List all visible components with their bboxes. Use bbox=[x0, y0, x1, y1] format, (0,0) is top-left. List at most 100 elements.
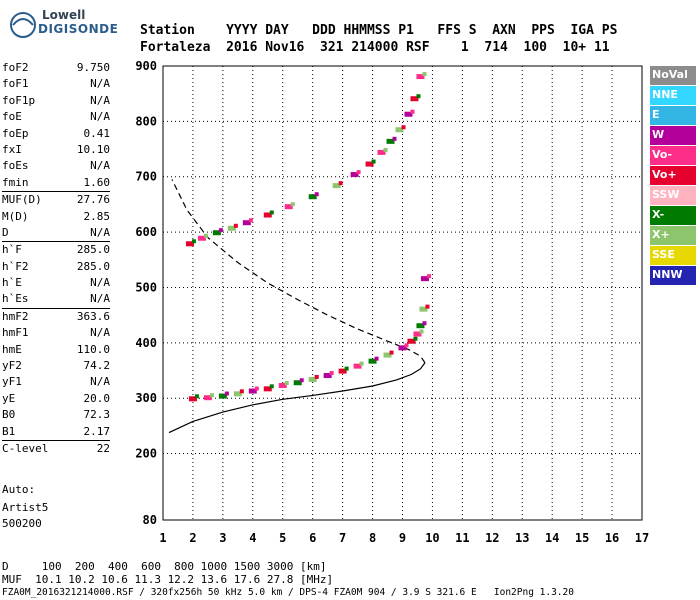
x-tick-label: 3 bbox=[219, 531, 226, 545]
param-value: 2.17 bbox=[83, 424, 111, 438]
trace-point bbox=[410, 96, 419, 102]
param-value: N/A bbox=[90, 292, 110, 306]
param-row: MUF(D) 27.76 bbox=[2, 191, 110, 208]
auto-line2: Artist5 bbox=[2, 501, 49, 514]
param-name: hmF2 bbox=[2, 309, 29, 323]
param-row: h`F 285.0 bbox=[2, 241, 110, 258]
trace-point bbox=[419, 306, 428, 312]
y-tick-label: 600 bbox=[135, 225, 157, 239]
trace-point bbox=[233, 223, 238, 228]
trace-point bbox=[239, 389, 244, 394]
legend-item: NNW bbox=[650, 266, 696, 285]
trace-point bbox=[332, 183, 341, 189]
trace-point bbox=[383, 147, 388, 152]
trace-point bbox=[329, 371, 334, 376]
trace-point bbox=[383, 352, 392, 358]
trace-point bbox=[365, 161, 374, 167]
trace-point bbox=[353, 363, 362, 369]
param-row: B1 2.17 bbox=[2, 424, 110, 440]
trace-point bbox=[194, 394, 199, 399]
param-row: C-level 22 bbox=[2, 439, 110, 457]
trace-point bbox=[218, 393, 227, 399]
logo-line1: Lowell bbox=[42, 8, 86, 22]
param-name: hmF1 bbox=[2, 326, 29, 340]
y-tick-label: 700 bbox=[135, 170, 157, 184]
trace-point bbox=[404, 343, 409, 348]
x-tick-label: 13 bbox=[515, 531, 529, 545]
trace-point bbox=[227, 225, 236, 231]
trace-point bbox=[426, 274, 431, 279]
param-name: yE bbox=[2, 391, 16, 405]
param-value: 0.41 bbox=[83, 126, 111, 140]
x-tick-label: 2 bbox=[189, 531, 196, 545]
y-tick-label: 800 bbox=[135, 114, 157, 128]
trace-point bbox=[422, 72, 427, 77]
x-tick-label: 4 bbox=[249, 531, 256, 545]
trace-point bbox=[404, 111, 413, 117]
trace-point bbox=[416, 94, 421, 99]
x-tick-label: 14 bbox=[545, 531, 559, 545]
param-value: 20.0 bbox=[83, 391, 111, 405]
parameter-table: foF2 9.750 foF1 N/A foF1p N/A foE N/A foEp 0.41 fx… bbox=[2, 60, 110, 457]
param-value: N/A bbox=[90, 326, 110, 340]
profile-curve bbox=[168, 362, 426, 434]
logo-line2: DIGISONDE bbox=[38, 22, 119, 36]
trace-point bbox=[413, 331, 422, 337]
param-name: h`F bbox=[2, 243, 22, 257]
param-row: foE N/A bbox=[2, 109, 110, 125]
logo-emblem-icon bbox=[10, 12, 36, 38]
param-name: h`E bbox=[2, 276, 22, 290]
y-tick-label: 300 bbox=[135, 391, 157, 405]
param-value: 22 bbox=[96, 441, 110, 455]
x-tick-label: 17 bbox=[635, 531, 649, 545]
trace-point bbox=[356, 170, 361, 175]
trace-point bbox=[308, 194, 317, 200]
param-name: foEp bbox=[2, 126, 29, 140]
trace-point bbox=[278, 383, 287, 389]
param-value: 110.0 bbox=[76, 342, 110, 356]
legend-item: Vo- bbox=[650, 146, 696, 165]
param-row: foEp 0.41 bbox=[2, 126, 110, 142]
trace-point bbox=[395, 127, 404, 133]
param-name: foF1 bbox=[2, 77, 29, 91]
param-value: 285.0 bbox=[76, 259, 110, 273]
trace-point bbox=[398, 345, 407, 351]
trace-point bbox=[224, 391, 229, 396]
x-tick-label: 7 bbox=[339, 531, 346, 545]
param-row: foF1p N/A bbox=[2, 93, 110, 109]
legend-item: X+ bbox=[650, 226, 696, 245]
legend-item: X- bbox=[650, 206, 696, 225]
param-row: hmF2 363.6 bbox=[2, 307, 110, 325]
param-row: foF1 N/A bbox=[2, 76, 110, 92]
trace-point bbox=[314, 192, 319, 197]
param-row: fxI 10.10 bbox=[2, 142, 110, 158]
param-row: h`E N/A bbox=[2, 275, 110, 291]
trace-point bbox=[410, 109, 415, 114]
param-value: N/A bbox=[90, 225, 110, 239]
header-line1: Station YYYY DAY DDD HHMMSS P1 FFS S AXN… bbox=[140, 23, 618, 38]
footer-muf: MUF 10.1 10.2 10.6 11.3 12.2 13.6 17.6 2… bbox=[2, 573, 334, 586]
x-tick-label: 9 bbox=[399, 531, 406, 545]
param-value: N/A bbox=[90, 159, 110, 173]
trace-point bbox=[368, 358, 377, 364]
param-name: yF1 bbox=[2, 375, 22, 389]
trace-point bbox=[197, 235, 206, 241]
x-tick-label: 1 bbox=[159, 531, 166, 545]
param-name: foF1p bbox=[2, 93, 36, 107]
trace-point bbox=[344, 366, 349, 371]
trace-point bbox=[233, 391, 242, 397]
param-name: B1 bbox=[2, 424, 16, 438]
param-row: D N/A bbox=[2, 225, 110, 241]
param-name: yF2 bbox=[2, 359, 22, 373]
param-value: 1.60 bbox=[83, 175, 111, 189]
param-name: hmE bbox=[2, 342, 22, 356]
legend-item: SSE bbox=[650, 246, 696, 265]
trace-point bbox=[263, 386, 272, 392]
trace-point bbox=[188, 396, 197, 402]
y-tick-label: 80 bbox=[143, 513, 157, 527]
trace-point bbox=[407, 338, 416, 344]
trace-point bbox=[218, 228, 223, 233]
param-row: fmin 1.60 bbox=[2, 175, 110, 191]
param-row: foEs N/A bbox=[2, 158, 110, 174]
trace-point bbox=[308, 376, 317, 382]
